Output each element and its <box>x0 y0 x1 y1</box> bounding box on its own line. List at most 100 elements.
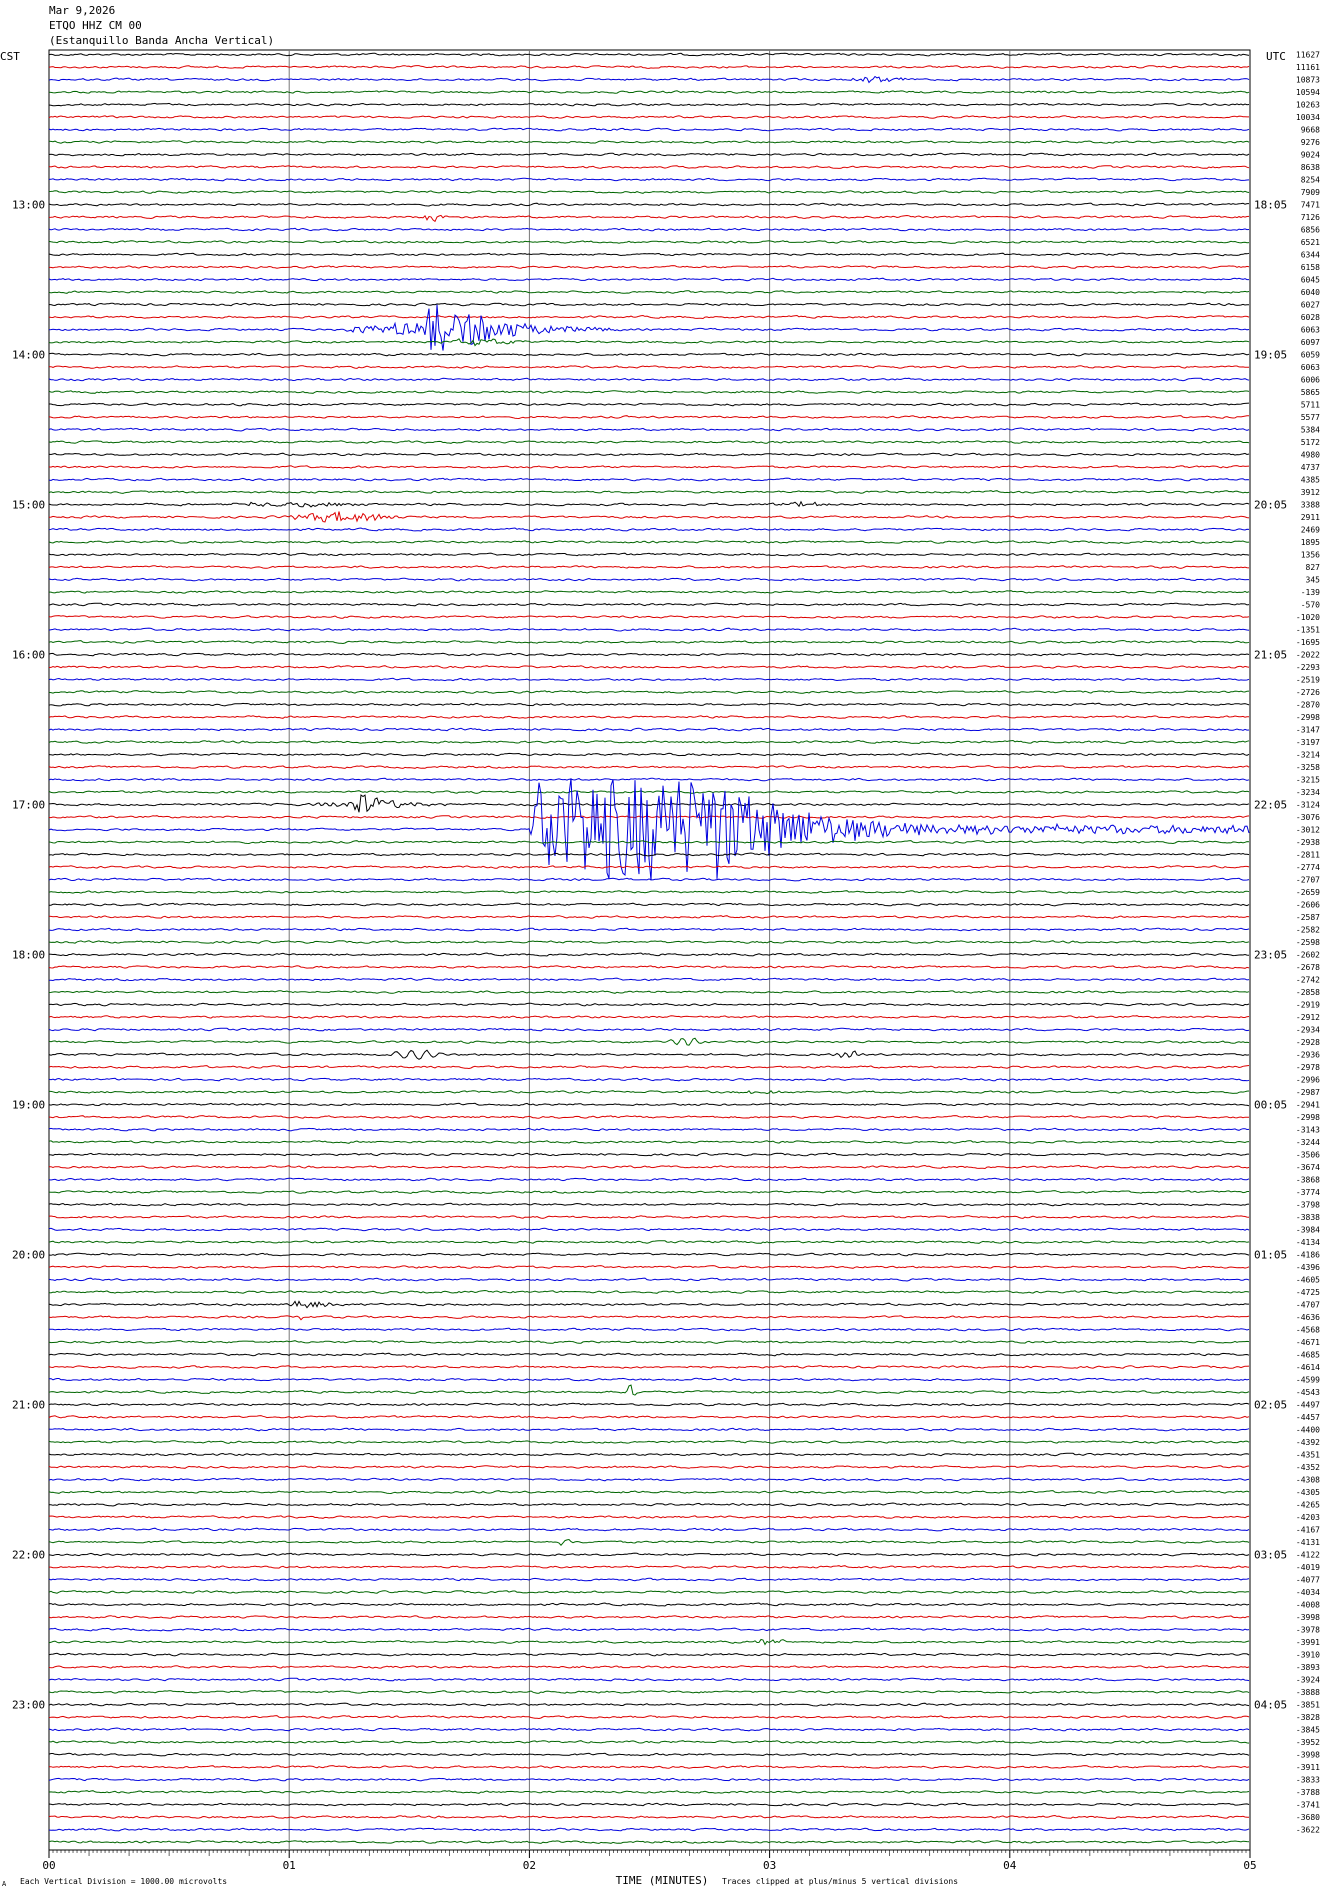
trace-value-label: -3741 <box>1296 1801 1320 1810</box>
trace-133 <box>48 1715 1250 1720</box>
trace-130 <box>48 1677 1250 1682</box>
trace-value-label: -4203 <box>1296 1513 1320 1522</box>
trace-136 <box>48 1752 1250 1757</box>
x-tick-label: 05 <box>1243 1859 1256 1872</box>
trace-value-label: 10594 <box>1296 88 1320 97</box>
trace-80 <box>48 1049 1250 1060</box>
trace-2 <box>48 75 1250 84</box>
label-group: 00 01 02 03 04 05 11627 11161 10873 10594 10263 100… <box>12 51 1320 1873</box>
trace-89 <box>48 1164 1250 1170</box>
trace-value-label: -4265 <box>1296 1501 1320 1510</box>
trace-value-label: -3838 <box>1296 1213 1320 1222</box>
trace-50 <box>48 677 1250 682</box>
trace-value-label: -570 <box>1301 601 1320 610</box>
trace-value-label: 6063 <box>1301 363 1320 372</box>
trace-53 <box>48 715 1250 719</box>
trace-value-label: -2774 <box>1296 863 1320 872</box>
trace-131 <box>48 1690 1250 1694</box>
trace-81 <box>48 1065 1250 1070</box>
trace-10 <box>48 177 1250 182</box>
trace-102 <box>49 1327 1250 1332</box>
trace-141 <box>48 1814 1249 1820</box>
trace-value-label: 6097 <box>1301 338 1320 347</box>
trace-value-label: -4725 <box>1296 1288 1320 1297</box>
trace-0 <box>48 52 1250 57</box>
right-hour-label: 18:05 <box>1254 199 1287 212</box>
trace-48 <box>48 652 1250 657</box>
trace-value-label: -3124 <box>1296 801 1320 810</box>
trace-36 <box>48 500 1250 508</box>
trace-120 <box>48 1552 1250 1557</box>
trace-122 <box>48 1577 1250 1582</box>
trace-17 <box>49 265 1250 269</box>
trace-62 <box>48 778 1250 881</box>
trace-value-label: 7126 <box>1301 213 1320 222</box>
trace-96 <box>48 1252 1250 1257</box>
corner-mark: A <box>2 1880 7 1888</box>
trace-value-label: -2996 <box>1296 1076 1320 1085</box>
trace-value-label: -3828 <box>1296 1713 1320 1722</box>
trace-value-label: -4077 <box>1296 1576 1320 1585</box>
left-hour-label: 23:00 <box>12 1699 45 1712</box>
clip-note: Traces clipped at plus/minus 5 vertical … <box>722 1877 958 1886</box>
trace-54 <box>48 727 1250 732</box>
left-hour-label: 16:00 <box>12 649 45 662</box>
trace-83 <box>49 1090 1250 1095</box>
date-label: Mar 9,2026 <box>49 4 116 17</box>
trace-value-label: 6344 <box>1301 251 1320 260</box>
trace-value-label: 11161 <box>1296 63 1320 72</box>
trace-45 <box>48 615 1250 619</box>
trace-value-label: 2469 <box>1301 526 1320 535</box>
trace-value-label: -4134 <box>1296 1238 1320 1247</box>
trace-value-label: -4122 <box>1296 1551 1320 1560</box>
right-hour-label: 20:05 <box>1254 499 1287 512</box>
trace-value-label: 6521 <box>1301 238 1320 247</box>
trace-12 <box>48 202 1249 207</box>
trace-9 <box>48 165 1250 169</box>
trace-35 <box>48 490 1250 494</box>
trace-76 <box>48 1002 1250 1007</box>
trace-value-label: 9276 <box>1301 138 1320 147</box>
trace-88 <box>48 1152 1249 1157</box>
trace-value-label: -4605 <box>1296 1276 1320 1285</box>
trace-value-label: 6040 <box>1301 288 1320 297</box>
trace-8 <box>48 152 1250 157</box>
trace-value-label: -3674 <box>1296 1163 1320 1172</box>
trace-value-label: -2928 <box>1296 1038 1320 1047</box>
trace-value-label: -4568 <box>1296 1326 1320 1335</box>
trace-value-label: -2678 <box>1296 963 1320 972</box>
trace-47 <box>48 639 1250 645</box>
trace-74 <box>49 977 1250 982</box>
trace-value-label: -2659 <box>1296 888 1320 897</box>
trace-value-label: -3012 <box>1296 826 1320 835</box>
trace-64 <box>48 852 1250 857</box>
trace-58 <box>48 777 1250 782</box>
trace-value-label: -3798 <box>1296 1201 1320 1210</box>
trace-value-label: 6059 <box>1301 351 1320 360</box>
trace-60 <box>48 794 1250 813</box>
trace-61 <box>48 815 1250 819</box>
trace-value-label: 6158 <box>1301 263 1320 272</box>
trace-115 <box>48 1490 1250 1495</box>
right-hour-label: 22:05 <box>1254 799 1287 812</box>
x-tick-label: 04 <box>1003 1859 1017 1872</box>
trace-value-label: 1895 <box>1301 538 1320 547</box>
trace-91 <box>48 1190 1249 1194</box>
trace-value-label: 8638 <box>1301 163 1320 172</box>
trace-value-label: -4008 <box>1296 1601 1320 1610</box>
trace-68 <box>49 902 1250 907</box>
trace-value-label: -4543 <box>1296 1388 1320 1397</box>
trace-value-label: -3984 <box>1296 1226 1320 1235</box>
trace-value-label: -4352 <box>1296 1463 1320 1472</box>
trace-143 <box>48 1840 1250 1844</box>
trace-value-label: -2707 <box>1296 876 1320 885</box>
trace-value-label: 11627 <box>1296 51 1320 60</box>
left-timezone-label: CST <box>0 50 20 63</box>
left-hour-label: 20:00 <box>12 1249 45 1262</box>
trace-29 <box>48 415 1249 420</box>
trace-128 <box>48 1652 1250 1657</box>
trace-value-label: -2022 <box>1296 651 1320 660</box>
x-axis-title: TIME (MINUTES) <box>616 1874 709 1887</box>
trace-value-label: 4980 <box>1301 451 1320 460</box>
trace-46 <box>48 627 1250 632</box>
